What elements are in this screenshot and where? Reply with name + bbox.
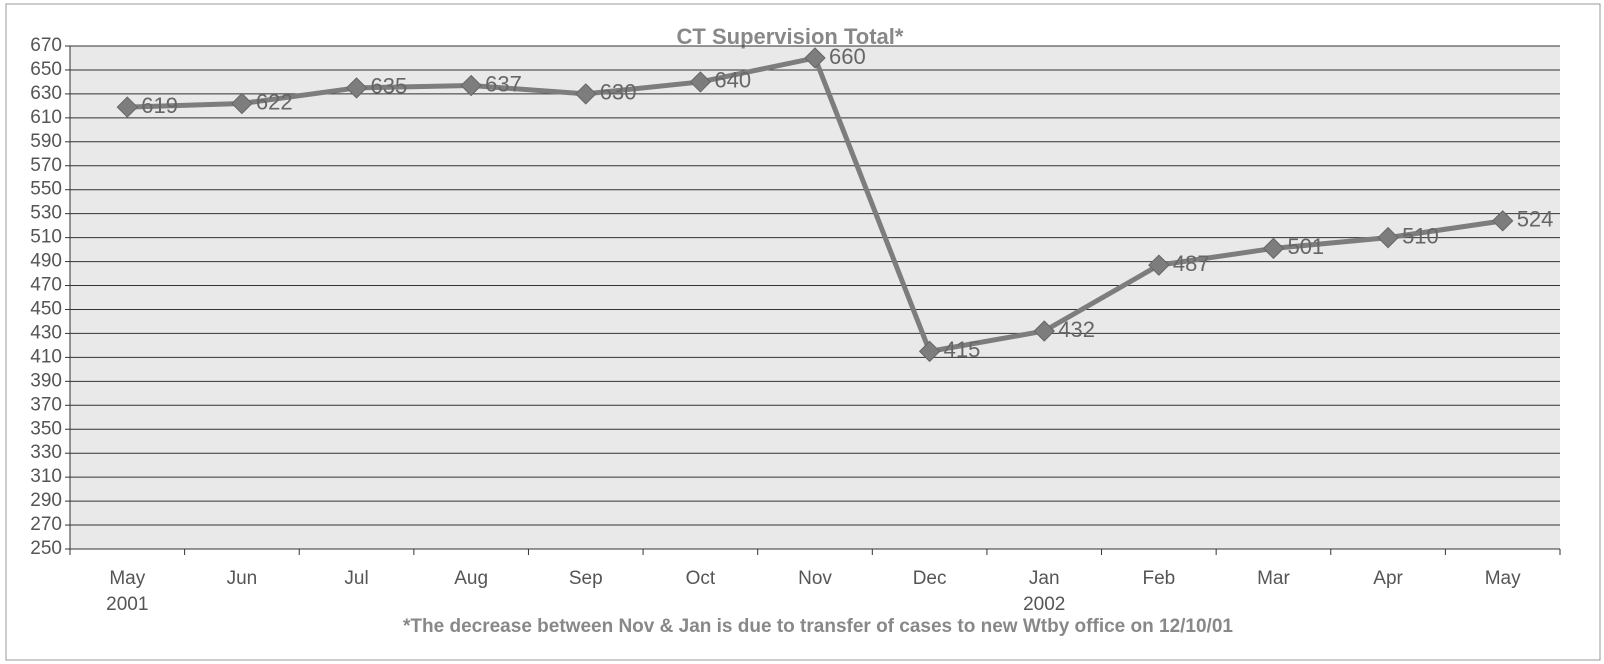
chart-title: CT Supervision Total* xyxy=(677,24,904,49)
data-label: 640 xyxy=(714,68,751,93)
y-tick-label: 650 xyxy=(30,59,62,80)
y-tick-label: 510 xyxy=(30,227,62,248)
data-label: 415 xyxy=(944,337,981,362)
data-point xyxy=(1148,254,1170,276)
x-tick-label: Sep xyxy=(569,568,603,589)
y-tick-label: 550 xyxy=(30,179,62,200)
annotation: *The decrease between Nov & Jan is due t… xyxy=(403,616,1233,637)
y-tick-label: 250 xyxy=(30,538,62,559)
x-tick-label: Jul xyxy=(344,568,368,589)
data-point xyxy=(231,92,253,115)
data-point xyxy=(575,83,597,105)
data-point xyxy=(689,71,712,93)
data-label: 660 xyxy=(829,44,866,69)
y-tick-label: 390 xyxy=(30,370,62,391)
data-label: 637 xyxy=(485,71,522,96)
y-tick-label: 370 xyxy=(30,394,62,415)
data-label: 635 xyxy=(371,74,408,99)
data-point xyxy=(804,47,826,69)
x-tick-label: Mar xyxy=(1257,568,1290,589)
data-label: 524 xyxy=(1517,207,1554,232)
data-point xyxy=(1262,237,1285,260)
x-tick-label: Aug xyxy=(454,568,488,589)
y-tick-label: 430 xyxy=(30,322,62,343)
y-tick-label: 490 xyxy=(30,251,62,272)
data-label: 501 xyxy=(1287,234,1324,259)
data-point xyxy=(460,74,482,97)
y-tick-label: 350 xyxy=(30,418,62,439)
x-tick-label: May xyxy=(1485,568,1521,589)
x-tick-label: Feb xyxy=(1142,568,1175,589)
data-point xyxy=(918,340,941,363)
y-tick-label: 410 xyxy=(30,346,62,367)
x-tick-label: Jun xyxy=(227,568,258,589)
data-label: 630 xyxy=(600,80,637,105)
y-tick-label: 450 xyxy=(30,298,62,319)
data-point xyxy=(116,96,139,118)
x-tick-label: Apr xyxy=(1373,568,1403,589)
y-tick-label: 630 xyxy=(30,83,62,104)
data-label: 619 xyxy=(141,93,178,118)
y-tick-label: 530 xyxy=(30,203,62,224)
y-tick-label: 270 xyxy=(30,514,62,535)
x-tick-label: Oct xyxy=(686,568,716,589)
data-label: 622 xyxy=(256,89,293,114)
x-tick-label: Dec xyxy=(913,568,947,589)
x-tick-label: Nov xyxy=(798,568,832,589)
data-point xyxy=(345,77,368,99)
x-tick-label: May 2001 xyxy=(106,568,148,615)
y-tick-label: 470 xyxy=(30,275,62,296)
y-tick-label: 610 xyxy=(30,107,62,128)
y-tick-label: 670 xyxy=(30,35,62,56)
y-tick-label: 330 xyxy=(30,442,62,463)
y-tick-label: 570 xyxy=(30,155,62,176)
x-tick-label: Jan 2002 xyxy=(1023,568,1065,615)
data-label: 487 xyxy=(1173,251,1210,276)
data-point xyxy=(1491,210,1514,232)
plot-area xyxy=(70,46,1560,549)
y-tick-label: 310 xyxy=(30,466,62,487)
data-point xyxy=(1033,320,1055,342)
data-label: 432 xyxy=(1058,317,1095,342)
data-point xyxy=(1377,226,1399,249)
data-label: 510 xyxy=(1402,223,1439,248)
y-tick-label: 590 xyxy=(30,131,62,152)
y-tick-label: 290 xyxy=(30,490,62,511)
